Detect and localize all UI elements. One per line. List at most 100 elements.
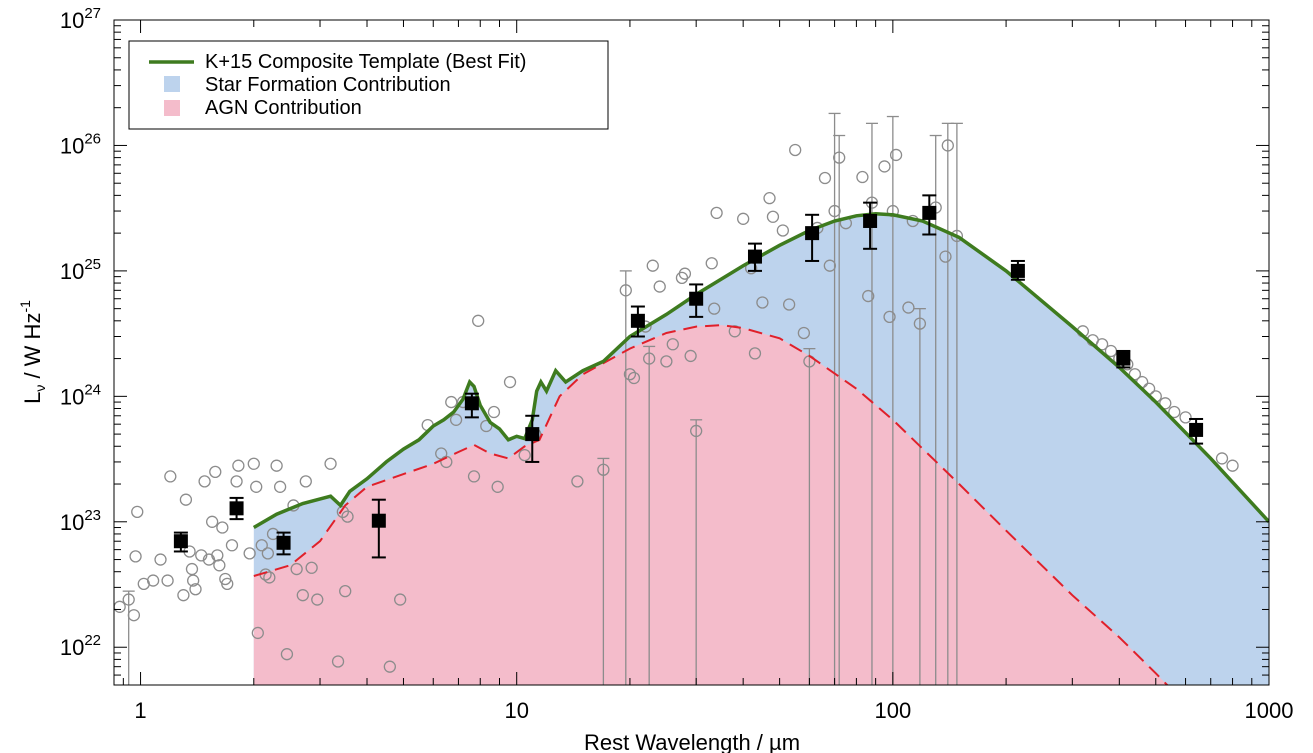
binned-marker <box>525 427 540 442</box>
open-point <box>883 310 896 324</box>
open-point <box>1168 405 1181 419</box>
binned-marker <box>464 396 479 411</box>
open-point-marker <box>737 212 750 225</box>
open-point-marker <box>690 424 703 438</box>
open-point <box>230 475 243 488</box>
open-point <box>280 648 294 661</box>
open-point-marker <box>889 148 903 162</box>
open-point <box>1128 368 1142 381</box>
chart-lines <box>252 212 1269 685</box>
open-point <box>296 589 309 602</box>
x-axis-ticks: 1 10 100 1000 <box>122 20 1293 723</box>
open-point-marker <box>883 310 896 324</box>
open-point-marker <box>684 349 697 363</box>
composite-template-line <box>252 212 1269 530</box>
open-point-marker <box>164 470 177 483</box>
binned-marker <box>689 291 704 306</box>
open-point <box>705 257 718 270</box>
open-point-marker <box>1179 411 1192 424</box>
binned-marker <box>805 226 820 241</box>
legend-label-agn: AGN Contribution <box>205 97 362 119</box>
open-point-marker <box>311 593 324 606</box>
open-point <box>266 527 280 541</box>
open-point-marker <box>221 577 234 591</box>
open-point <box>205 515 219 528</box>
open-point-marker <box>1128 368 1142 381</box>
open-point-marker <box>273 480 287 493</box>
open-point-marker <box>472 314 485 327</box>
open-point <box>179 493 193 506</box>
open-point <box>189 583 202 596</box>
binned-point <box>525 414 540 463</box>
binned-marker <box>173 534 188 549</box>
open-point-marker <box>789 143 802 157</box>
open-point-marker <box>782 298 796 311</box>
open-point <box>708 302 721 315</box>
open-point-marker <box>440 455 453 469</box>
open-point-marker <box>939 250 952 263</box>
open-point-marker <box>394 593 407 606</box>
y-axis-title-base: L <box>20 392 45 404</box>
open-point-marker <box>666 338 679 351</box>
binned-point <box>371 498 386 559</box>
binned-marker <box>863 213 878 228</box>
open-point-marker <box>251 626 264 640</box>
open-point <box>255 539 268 552</box>
open-point <box>690 419 703 685</box>
open-point <box>187 574 200 587</box>
open-point-marker <box>177 589 190 602</box>
binned-points <box>173 194 1204 559</box>
legend-box <box>128 40 609 130</box>
legend-label-star-formation: Star Formation Contribution <box>205 74 451 96</box>
open-point <box>789 143 802 157</box>
y-tick-label-base: 10 <box>60 384 84 409</box>
y-axis-title: Lν / W Hz-1 <box>17 300 48 404</box>
y-tick-label-base: 10 <box>60 133 84 158</box>
open-point <box>597 457 610 685</box>
open-point <box>684 349 697 363</box>
open-point-marker <box>856 170 869 184</box>
open-point-marker <box>179 493 193 506</box>
binned-point <box>863 201 878 250</box>
binned-marker <box>747 249 762 264</box>
open-point <box>243 547 256 560</box>
y-tick-label-base: 10 <box>60 510 84 535</box>
open-point-marker <box>187 574 200 587</box>
open-point-marker <box>705 257 718 270</box>
open-point-marker <box>154 553 167 566</box>
y-tick-label: 1026 <box>60 130 101 158</box>
open-point <box>445 395 458 409</box>
open-point <box>247 457 260 470</box>
open-point <box>1179 411 1192 424</box>
open-point-marker <box>331 655 345 668</box>
open-point <box>221 577 234 591</box>
open-point-marker <box>653 280 666 293</box>
open-point <box>394 593 407 606</box>
open-point-marker <box>763 192 776 205</box>
binned-point <box>1189 417 1204 445</box>
open-point <box>324 457 337 470</box>
open-point <box>643 345 656 685</box>
open-point <box>653 280 666 293</box>
open-point <box>666 338 679 351</box>
open-point <box>261 547 275 560</box>
open-point <box>305 561 318 574</box>
legend: K+15 Composite Template (Best Fit) Star … <box>128 40 609 130</box>
open-point <box>1226 459 1239 472</box>
open-point-marker <box>756 296 769 309</box>
open-point <box>263 571 276 584</box>
open-point <box>487 405 501 419</box>
open-point <box>1159 397 1172 410</box>
plot-frame <box>113 19 1270 686</box>
y-tick-label-exp: 25 <box>84 256 101 273</box>
open-point-marker <box>263 571 276 584</box>
x-tick-label: 10 <box>504 698 528 723</box>
open-point-marker <box>710 206 723 220</box>
open-point <box>828 112 841 685</box>
open-point <box>1215 452 1229 465</box>
open-point <box>336 505 349 519</box>
open-point <box>902 301 915 314</box>
open-point <box>127 609 141 622</box>
open-point-marker <box>270 459 283 472</box>
